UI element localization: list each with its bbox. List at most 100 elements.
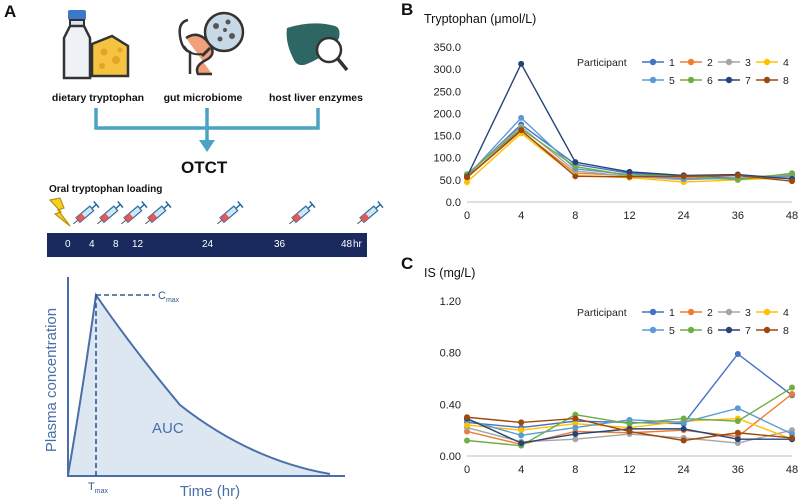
data-point — [789, 434, 795, 441]
svg-text:8: 8 — [783, 75, 789, 87]
svg-text:8: 8 — [783, 325, 789, 337]
data-point — [789, 170, 795, 177]
x-tick-label: 48 — [786, 464, 798, 476]
data-point — [680, 437, 687, 444]
y-tick-label: 50.0 — [440, 175, 461, 187]
x-tick-label: 48 — [786, 210, 798, 222]
legend-item: 8 — [756, 325, 789, 337]
y-tick-label: 0.80 — [440, 348, 461, 360]
x-tick-label: 36 — [732, 464, 744, 476]
gut-microbiome-icon — [178, 11, 245, 76]
x-tick-label: 0 — [464, 464, 470, 476]
series-line-7 — [466, 62, 793, 180]
source-label-liver: host liver enzymes — [269, 92, 363, 104]
legend-title: Participant — [577, 307, 627, 319]
data-point — [734, 350, 741, 357]
x-tick-label: 4 — [518, 464, 524, 476]
data-point — [734, 176, 741, 183]
data-point — [572, 431, 579, 438]
data-point — [734, 172, 741, 179]
svg-text:6: 6 — [707, 75, 713, 87]
data-point — [734, 418, 741, 425]
syringe-icon — [145, 201, 172, 225]
svg-text:5: 5 — [669, 75, 675, 87]
data-point — [464, 422, 470, 428]
syringe-icon — [289, 201, 316, 225]
syringe-icon — [121, 201, 148, 225]
data-point — [518, 419, 525, 426]
data-point — [572, 415, 579, 422]
data-point — [626, 420, 633, 427]
otct-label: OTCT — [181, 158, 228, 177]
legend-item: 2 — [680, 57, 713, 69]
timeline-tick: 12 — [132, 239, 144, 250]
data-point — [464, 437, 470, 444]
timeline-tick: 24 — [202, 239, 214, 250]
x-tick-label: 4 — [518, 210, 524, 222]
y-tick-label: 350.0 — [433, 42, 461, 54]
svg-text:3: 3 — [745, 57, 751, 69]
chart-b-title: Tryptophan (μmol/L) — [424, 12, 537, 26]
chart-c-title: IS (mg/L) — [424, 266, 476, 280]
legend-item: 5 — [642, 75, 675, 87]
syringe-icon — [217, 201, 244, 225]
y-tick-label: 0.0 — [446, 197, 461, 209]
liver-magnifier-icon — [286, 23, 349, 72]
timeline-tick: 4 — [89, 239, 95, 250]
data-point — [680, 415, 687, 422]
legend-item: 1 — [642, 57, 675, 69]
svg-text:2: 2 — [707, 57, 713, 69]
y-tick-label: 0.40 — [440, 399, 461, 411]
data-point — [680, 173, 687, 180]
legend-item: 1 — [642, 307, 675, 319]
auc-label: AUC — [152, 420, 184, 437]
svg-text:3: 3 — [745, 307, 751, 319]
timeline-tick: 8 — [113, 239, 119, 250]
source-label-diet: dietary tryptophan — [51, 92, 145, 104]
legend-item: 4 — [756, 307, 789, 319]
panel-letter-a: A — [4, 2, 17, 21]
syringe-icons — [73, 201, 384, 225]
svg-text:1: 1 — [669, 307, 675, 319]
y-tick-label: 0.00 — [440, 451, 461, 463]
data-point — [789, 178, 795, 185]
data-point — [572, 424, 579, 431]
x-tick-label: 36 — [732, 210, 744, 222]
data-point — [789, 384, 795, 391]
tmax-label: Tmax — [88, 481, 108, 495]
data-point — [626, 173, 633, 180]
data-point — [518, 60, 525, 67]
x-tick-label: 8 — [572, 210, 578, 222]
timeline-bar — [47, 233, 367, 257]
legend-item: 7 — [718, 325, 751, 337]
data-point — [680, 425, 687, 432]
data-point — [518, 440, 525, 447]
legend-item: 8 — [756, 75, 789, 87]
legend-title: Participant — [577, 57, 627, 69]
svg-text:1: 1 — [669, 57, 675, 69]
pk-ylabel: Plasma concentration — [43, 308, 60, 452]
data-point — [464, 174, 470, 181]
series-line-1 — [466, 352, 793, 429]
x-tick-label: 24 — [678, 210, 690, 222]
x-tick-label: 12 — [623, 464, 635, 476]
pk-curve-diagram: Cmax Tmax AUC Plasma concentration Time … — [43, 277, 345, 499]
data-point — [518, 432, 525, 439]
syringe-icon — [357, 201, 384, 225]
legend-item: 4 — [756, 57, 789, 69]
y-tick-label: 1.20 — [440, 296, 461, 308]
panel-letter-c: C — [401, 254, 414, 273]
legend-item: 3 — [718, 57, 751, 69]
legend-item: 5 — [642, 325, 675, 337]
svg-text:4: 4 — [783, 57, 789, 69]
data-point — [789, 391, 795, 397]
cmax-label: Cmax — [158, 290, 180, 304]
y-tick-label: 250.0 — [433, 86, 461, 98]
y-tick-label: 200.0 — [433, 108, 461, 120]
data-point — [734, 405, 741, 412]
x-tick-label: 24 — [678, 464, 690, 476]
converging-arrow — [94, 108, 320, 152]
panel-letter-b: B — [401, 0, 414, 19]
data-point — [464, 414, 470, 421]
